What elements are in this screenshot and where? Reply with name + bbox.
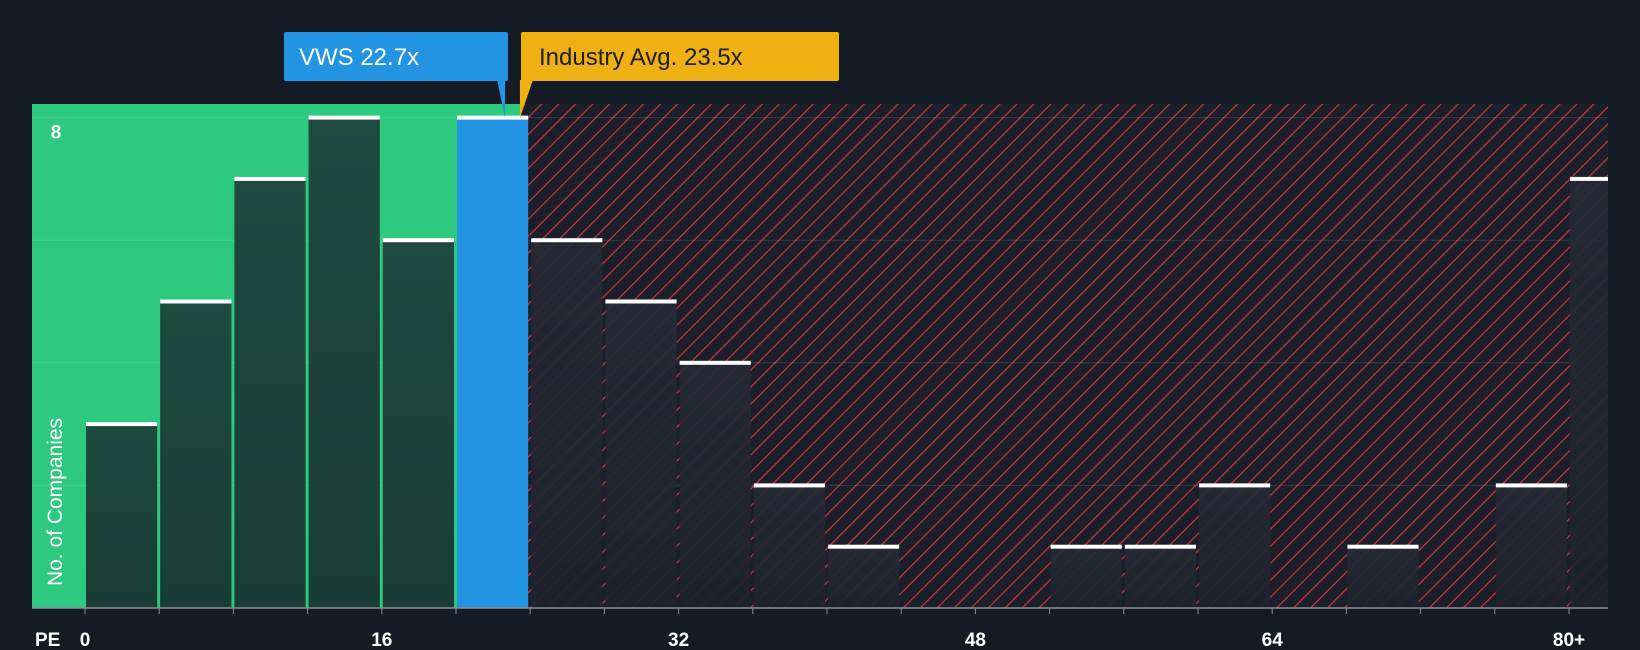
histogram-bar-cap (1124, 544, 1196, 549)
histogram-bar-shade (160, 301, 232, 608)
histogram-bar (457, 117, 529, 608)
histogram-bar-cap (457, 115, 529, 120)
histogram-bar-cap (605, 299, 677, 304)
x-tick-label: 80+ (1553, 630, 1585, 650)
histogram-bar-shade (605, 301, 677, 608)
x-tick-label: 0 (80, 630, 91, 650)
histogram-bar-cap (1050, 544, 1122, 549)
histogram-bar-shade (1199, 485, 1271, 608)
company-pe-callout (284, 32, 508, 81)
histogram-bar-shade (679, 362, 751, 608)
industry-avg-callout (521, 32, 839, 81)
histogram-bar-shade (308, 117, 380, 608)
histogram-bar-cap (382, 238, 454, 243)
histogram-bar-cap (531, 238, 603, 243)
x-tick-label: 16 (371, 630, 392, 650)
histogram-bar-shade (86, 424, 158, 608)
y-tick-label: 8 (51, 123, 62, 144)
histogram-bar-cap (1495, 483, 1567, 488)
histogram-bar-cap (828, 544, 900, 549)
histogram-bar-shade (1050, 546, 1122, 608)
y-axis-label: No. of Companies (44, 418, 67, 586)
histogram-bar-shade (1570, 178, 1608, 608)
histogram-bar-shade (828, 546, 900, 608)
histogram-bar-cap (234, 176, 306, 181)
x-tick-label: 32 (668, 630, 689, 650)
histogram-bar-shade (1347, 546, 1419, 608)
x-tick-label: 64 (1262, 630, 1284, 650)
histogram-bar-cap (1199, 483, 1271, 488)
histogram-bar-cap (86, 422, 158, 427)
histogram-bar-cap (308, 115, 380, 120)
industry-avg-label: Industry Avg. 23.5x (539, 44, 743, 71)
histogram-bar-shade (1124, 546, 1196, 608)
x-axis-label: PE (35, 630, 60, 650)
histogram-bar-shade (753, 485, 825, 608)
histogram-bar-cap (753, 483, 825, 488)
histogram-bar-cap (160, 299, 232, 304)
histogram-bar-cap (679, 360, 751, 365)
histogram-bar-shade (531, 240, 603, 608)
histogram-bar-shade (1495, 485, 1567, 608)
histogram-bar-shade (234, 178, 306, 608)
histogram-bar-cap (1570, 176, 1608, 181)
industry-avg-pointer (519, 80, 533, 118)
company-pe-label: VWS 22.7x (299, 44, 419, 71)
x-tick-label: 48 (965, 630, 986, 650)
company-pe-pointer (497, 80, 506, 118)
histogram-bar-shade (382, 240, 454, 608)
histogram-bar-cap (1347, 544, 1419, 549)
